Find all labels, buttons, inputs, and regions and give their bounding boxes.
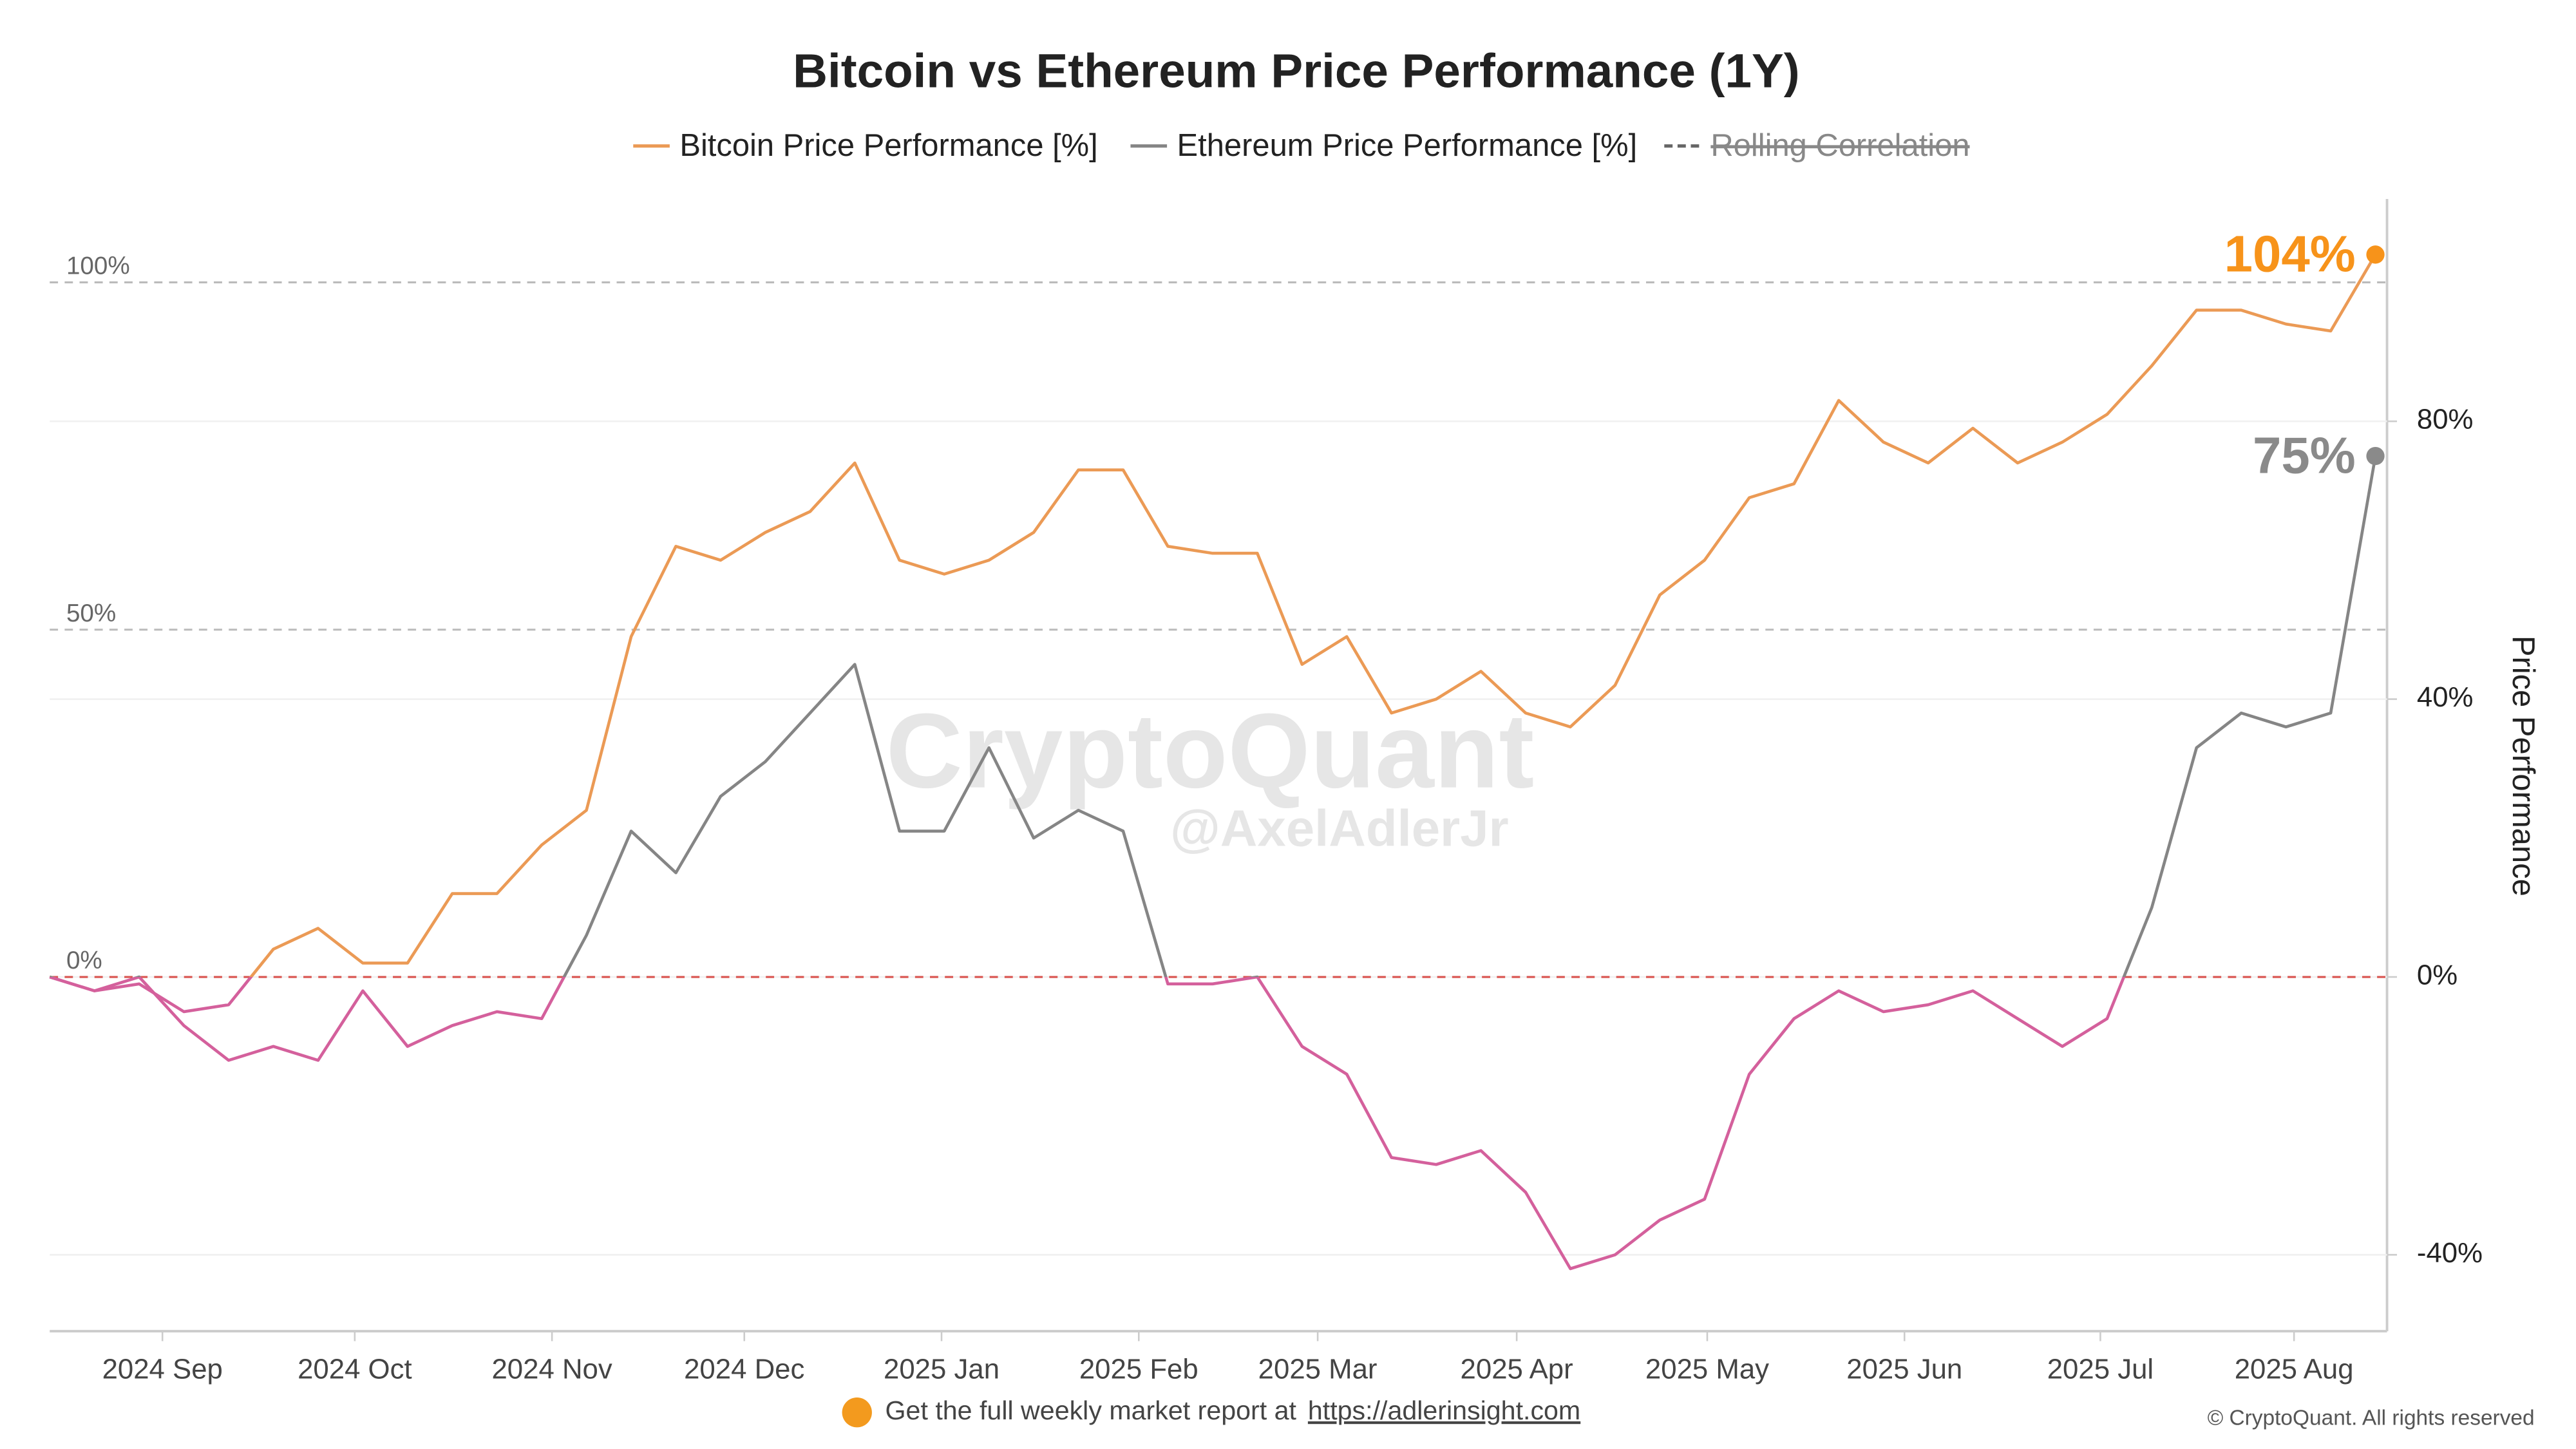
series-line xyxy=(49,254,2377,1014)
y-tick-label: 80% xyxy=(2417,404,2474,435)
x-tick-label: 2025 Jan xyxy=(884,1353,999,1385)
copyright: © CryptoQuant. All rights reserved xyxy=(2208,1406,2535,1430)
y-axis-title: Price Performance xyxy=(2506,636,2541,896)
footer-icon xyxy=(842,1397,872,1428)
watermark-author: @AxelAdlerJr xyxy=(1170,799,1509,857)
y2-tick-label: 50% xyxy=(66,600,116,627)
x-tick-label: 2024 Sep xyxy=(102,1353,223,1385)
end-label: 104% xyxy=(2224,225,2356,283)
x-tick-label: 2025 May xyxy=(1645,1353,1769,1385)
y2-tick-label: 100% xyxy=(66,252,130,280)
legend-label: Ethereum Price Performance [%] xyxy=(1177,128,1638,163)
x-tick-label: 2025 Jul xyxy=(2047,1353,2154,1385)
y2-tick-label: 0% xyxy=(66,947,102,974)
x-tick-label: 2025 Jun xyxy=(1846,1353,1962,1385)
x-tick-label: 2025 Aug xyxy=(2235,1353,2354,1385)
chart-title: Bitcoin vs Ethereum Price Performance (1… xyxy=(793,44,1800,98)
x-tick-label: 2024 Dec xyxy=(684,1353,804,1385)
footer-link[interactable]: https://adlerinsight.com xyxy=(1308,1396,1580,1425)
watermark: CryptoQuant xyxy=(886,692,1535,810)
x-tick-label: 2024 Nov xyxy=(491,1353,612,1385)
end-point xyxy=(2366,446,2385,466)
y-tick-label: -40% xyxy=(2417,1237,2483,1269)
x-tick-label: 2025 Mar xyxy=(1258,1353,1378,1385)
legend-label: Rolling Correlation xyxy=(1710,128,1969,163)
x-tick-label: 2025 Apr xyxy=(1461,1353,1573,1385)
end-point xyxy=(2366,245,2385,264)
y-tick-label: 0% xyxy=(2417,960,2458,991)
footer-text: Get the full weekly market report at xyxy=(886,1396,1297,1425)
x-tick-label: 2025 Feb xyxy=(1079,1353,1198,1385)
x-tick-label: 2024 Oct xyxy=(298,1353,412,1385)
series-line xyxy=(49,455,2377,1271)
y-tick-label: 40% xyxy=(2417,681,2474,713)
end-label: 75% xyxy=(2253,426,2356,484)
legend-label: Bitcoin Price Performance [%] xyxy=(679,128,1097,163)
